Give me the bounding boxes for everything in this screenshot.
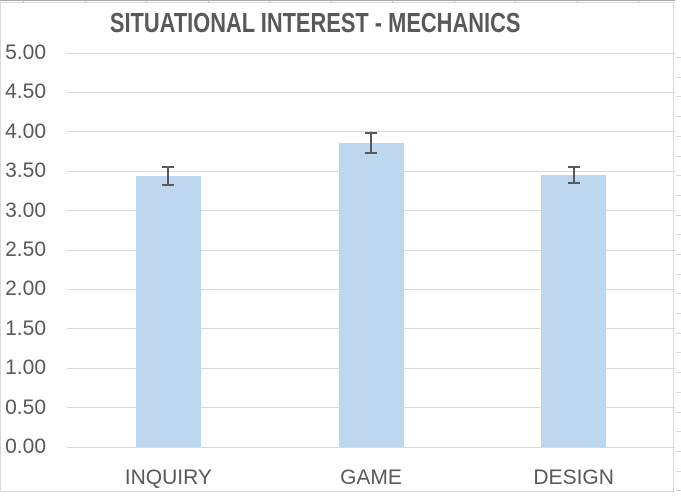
spreadsheet-row-stub: [676, 234, 681, 235]
spreadsheet-row-stub: [676, 412, 681, 413]
spreadsheet-row-stub: [676, 333, 681, 334]
error-bar-top-cap: [365, 131, 377, 134]
spreadsheet-row-stub: [676, 313, 681, 314]
chart-title-wrap: SITUATIONAL INTEREST - MECHANICS: [0, 8, 630, 38]
error-bar-bottom-cap: [365, 152, 377, 155]
spreadsheet-row-stub: [676, 175, 681, 176]
error-bar-bottom-cap: [162, 183, 175, 186]
y-axis-tick-label: 0.00: [5, 435, 46, 458]
bar-game[interactable]: [338, 142, 404, 447]
y-axis-tick-label: 1.00: [5, 356, 46, 380]
error-bar-top-cap: [567, 166, 580, 169]
bar-design[interactable]: [541, 175, 607, 447]
y-axis-tick-label: 2.00: [5, 277, 46, 301]
spreadsheet-row-stub: [676, 451, 681, 452]
error-bar-line: [370, 132, 372, 154]
gridline: [67, 446, 675, 448]
y-axis-tick-label: 2.50: [5, 238, 46, 261]
spreadsheet-row-stub: [676, 195, 681, 196]
x-axis-category-label: GAME: [340, 466, 402, 489]
error-bar-top-cap: [162, 166, 175, 169]
spreadsheet-row-stub: [676, 431, 681, 432]
gridline: [67, 52, 675, 54]
spreadsheet-row-stub: [676, 490, 681, 491]
spreadsheet-row-stub: [676, 372, 681, 373]
spreadsheet-row-stub: [676, 254, 681, 255]
spreadsheet-row-stub: [676, 57, 681, 58]
spreadsheet-row-stub: [676, 156, 681, 157]
spreadsheet-row-stub: [676, 215, 681, 216]
spreadsheet-row-stub: [676, 392, 681, 393]
y-axis-tick-label: 3.50: [5, 159, 46, 183]
spreadsheet-row-stub: [676, 274, 681, 275]
spreadsheet-row-stub: [676, 77, 681, 78]
y-axis-tick-label: 5.00: [5, 41, 46, 64]
y-axis-tick-label: 4.50: [5, 80, 46, 104]
spreadsheet-row-edge-line: [0, 0, 675, 1]
chart-title: SITUATIONAL INTEREST - MECHANICS: [109, 7, 521, 38]
spreadsheet-row-stub: [676, 96, 681, 97]
x-axis-category-label: DESIGN: [533, 466, 614, 489]
y-axis-tick-label: 4.00: [5, 119, 46, 143]
bar-inquiry[interactable]: [135, 175, 201, 447]
y-axis-tick-label: 0.50: [5, 395, 46, 419]
x-axis-category-label: INQUIRY: [124, 466, 212, 489]
y-axis-tick-label: 1.50: [5, 316, 46, 340]
spreadsheet-row-stub: [676, 293, 681, 294]
gridline: [67, 91, 675, 93]
spreadsheet-row-stub: [676, 116, 681, 117]
spreadsheet-row-stub: [676, 136, 681, 137]
spreadsheet-row-stub: [676, 471, 681, 472]
error-bar-line: [167, 167, 170, 185]
y-axis-tick-label: 3.00: [5, 198, 46, 222]
error-bar-bottom-cap: [567, 182, 580, 185]
error-bar-line: [572, 167, 575, 183]
spreadsheet-row-stub: [676, 352, 681, 353]
